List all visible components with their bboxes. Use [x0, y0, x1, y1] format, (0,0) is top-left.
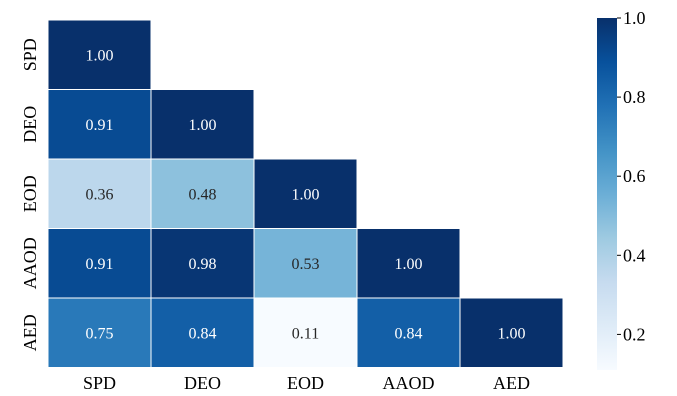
colorbar-tick-label: 1.0 [623, 8, 646, 28]
heatmap-cells: 1.00 0.91 1.00 0.36 0.48 1.00 0.91 0.98 0.53 1.00… [47, 19, 564, 368]
cell-value-label: 0.91 [86, 117, 114, 134]
cell-value-label: 0.53 [292, 256, 320, 273]
cell-value-label: 0.11 [292, 325, 319, 342]
colorbar-tick-label: 0.8 [623, 87, 646, 107]
cell-value-label: 0.91 [86, 256, 114, 273]
y-tick-label: AAOD [20, 237, 40, 289]
y-tick-label: AED [20, 314, 40, 351]
heatmap-cell [150, 297, 255, 368]
heatmap-cell [47, 158, 152, 229]
x-tick-label: AAOD [383, 373, 435, 393]
heatmap-cell [356, 228, 461, 299]
cell-value-label: 1.00 [292, 186, 320, 203]
heatmap-cell [150, 89, 255, 160]
colorbar-tick-label: 0.6 [623, 166, 646, 186]
x-tick-labels: SPD DEO EOD AAOD AED [83, 373, 530, 393]
cell-value-label: 0.75 [86, 325, 114, 342]
cell-value-label: 1.00 [86, 47, 114, 64]
cell-value-label: 1.00 [498, 325, 526, 342]
heatmap-cell [459, 297, 564, 368]
heatmap-cell [356, 297, 461, 368]
cell-value-label: 1.00 [395, 256, 423, 273]
heatmap-cell [253, 158, 358, 229]
cell-value-label: 0.84 [395, 325, 423, 342]
colorbar-gradient [597, 18, 617, 370]
x-tick-label: AED [493, 373, 530, 393]
cell-value-label: 0.98 [189, 256, 217, 273]
heatmap-cell [150, 228, 255, 299]
heatmap-cell [47, 89, 152, 160]
heatmap-cell [150, 158, 255, 229]
y-tick-label: DEO [20, 106, 40, 143]
cell-value-label: 0.36 [86, 186, 114, 203]
y-tick-label: EOD [20, 175, 40, 212]
y-tick-labels: SPD DEO EOD AAOD AED [20, 38, 40, 351]
cell-value-label: 0.84 [189, 325, 217, 342]
y-tick-label: SPD [20, 38, 40, 71]
colorbar-tick-label: 0.4 [623, 245, 646, 265]
colorbar: 0.2 0.4 0.6 0.8 1.0 [597, 8, 646, 370]
cell-value-label: 1.00 [189, 117, 217, 134]
x-tick-label: SPD [83, 373, 116, 393]
colorbar-tick-label: 0.2 [623, 324, 646, 344]
x-tick-label: DEO [184, 373, 221, 393]
x-tick-label: EOD [287, 373, 324, 393]
cell-value-label: 0.48 [189, 186, 217, 203]
heatmap-cell [47, 19, 152, 90]
heatmap-cell [253, 297, 358, 368]
